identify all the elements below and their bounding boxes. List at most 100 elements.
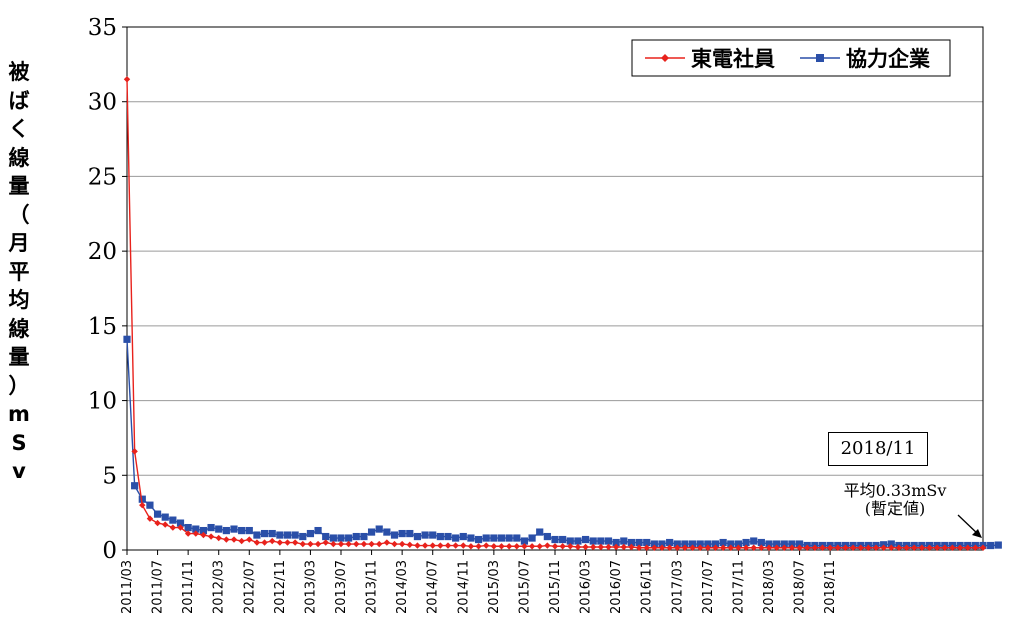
data-point (390, 531, 399, 539)
data-point (643, 538, 651, 547)
data-point (322, 539, 329, 546)
y-axis-title-char: v (12, 459, 26, 483)
data-point (926, 544, 933, 551)
data-point (673, 540, 681, 548)
data-point (307, 540, 314, 548)
data-point (826, 544, 834, 551)
data-point (505, 543, 513, 550)
x-tick-label: 2011/03 (120, 560, 135, 614)
data-point (162, 521, 169, 528)
data-point (658, 544, 666, 551)
data-point (758, 544, 765, 551)
data-point (735, 544, 742, 551)
data-point (192, 530, 199, 537)
data-point (299, 532, 307, 541)
data-point (246, 536, 253, 543)
x-tick-label: 2015/07 (517, 560, 532, 614)
y-axis-title-char: （ (8, 202, 30, 227)
y-axis-ticks: 0 5 10 15 20 25 30 35 (88, 15, 127, 564)
y-tick-label: 20 (88, 239, 117, 265)
data-point (589, 537, 597, 545)
data-point (261, 539, 268, 546)
data-point (222, 526, 230, 535)
data-point (635, 544, 643, 551)
data-point (376, 540, 383, 548)
data-point (436, 532, 444, 541)
y-axis-title-char: 被 (8, 60, 30, 84)
data-point (941, 544, 948, 551)
x-tick-label: 2018/11 (823, 560, 838, 614)
data-point (505, 534, 513, 542)
data-point (834, 544, 841, 551)
y-axis-title-char: ば (8, 88, 30, 113)
data-point (207, 523, 215, 532)
data-point (949, 544, 956, 551)
data-point (383, 528, 391, 536)
series-tepco-employees (123, 76, 987, 551)
data-point (987, 541, 995, 550)
data-point (933, 544, 941, 551)
data-point (712, 544, 719, 551)
data-point (551, 535, 559, 544)
data-point (368, 540, 375, 548)
data-point (903, 544, 910, 551)
data-point (131, 482, 139, 490)
data-point (490, 543, 498, 550)
data-point (727, 544, 734, 551)
data-point (567, 543, 574, 550)
data-point (322, 532, 330, 541)
x-tick-label: 2013/11 (365, 560, 380, 614)
data-point (956, 544, 964, 551)
data-point (689, 544, 696, 551)
data-point (383, 539, 391, 546)
data-point (444, 542, 452, 549)
data-point (459, 532, 467, 541)
data-point (750, 544, 757, 551)
data-point (138, 495, 146, 503)
data-point (498, 543, 505, 550)
y-tick-label: 15 (88, 314, 117, 340)
legend-label: 東電社員 (691, 47, 775, 71)
data-point (635, 538, 643, 547)
data-point (895, 544, 903, 551)
data-point (551, 543, 559, 550)
data-point (536, 543, 543, 550)
x-tick-label: 2016/03 (579, 560, 594, 614)
data-point (597, 537, 605, 545)
data-point (413, 532, 422, 541)
data-point (742, 538, 750, 547)
data-point (513, 534, 521, 542)
data-point (788, 544, 796, 551)
legend: 東電社員 協力企業 (631, 39, 951, 77)
data-point (497, 534, 506, 542)
data-point (566, 537, 574, 545)
series-layer (123, 76, 1002, 551)
data-point (253, 531, 261, 539)
data-point (429, 531, 437, 539)
y-axis-title-char: 線 (8, 145, 30, 170)
y-axis-title-char: 量 (8, 174, 30, 198)
data-point (467, 534, 475, 542)
x-tick-label: 2012/07 (242, 560, 257, 614)
data-point (245, 526, 253, 535)
data-point (391, 540, 398, 548)
data-point (276, 531, 284, 539)
data-point (215, 525, 223, 533)
data-point (979, 544, 987, 551)
data-point (788, 540, 796, 548)
data-point (123, 335, 131, 343)
data-point (345, 534, 353, 542)
data-point (153, 510, 162, 518)
data-point (299, 540, 306, 548)
y-axis-title-char: 線 (8, 316, 30, 341)
y-axis-title-char: 均 (8, 288, 30, 312)
y-tick-label: 30 (88, 90, 117, 116)
data-point (750, 537, 758, 545)
data-point (314, 540, 322, 548)
legend-marker (661, 54, 669, 62)
data-point (765, 540, 773, 548)
data-point (781, 544, 788, 551)
data-point (268, 529, 276, 538)
data-point (253, 539, 261, 546)
